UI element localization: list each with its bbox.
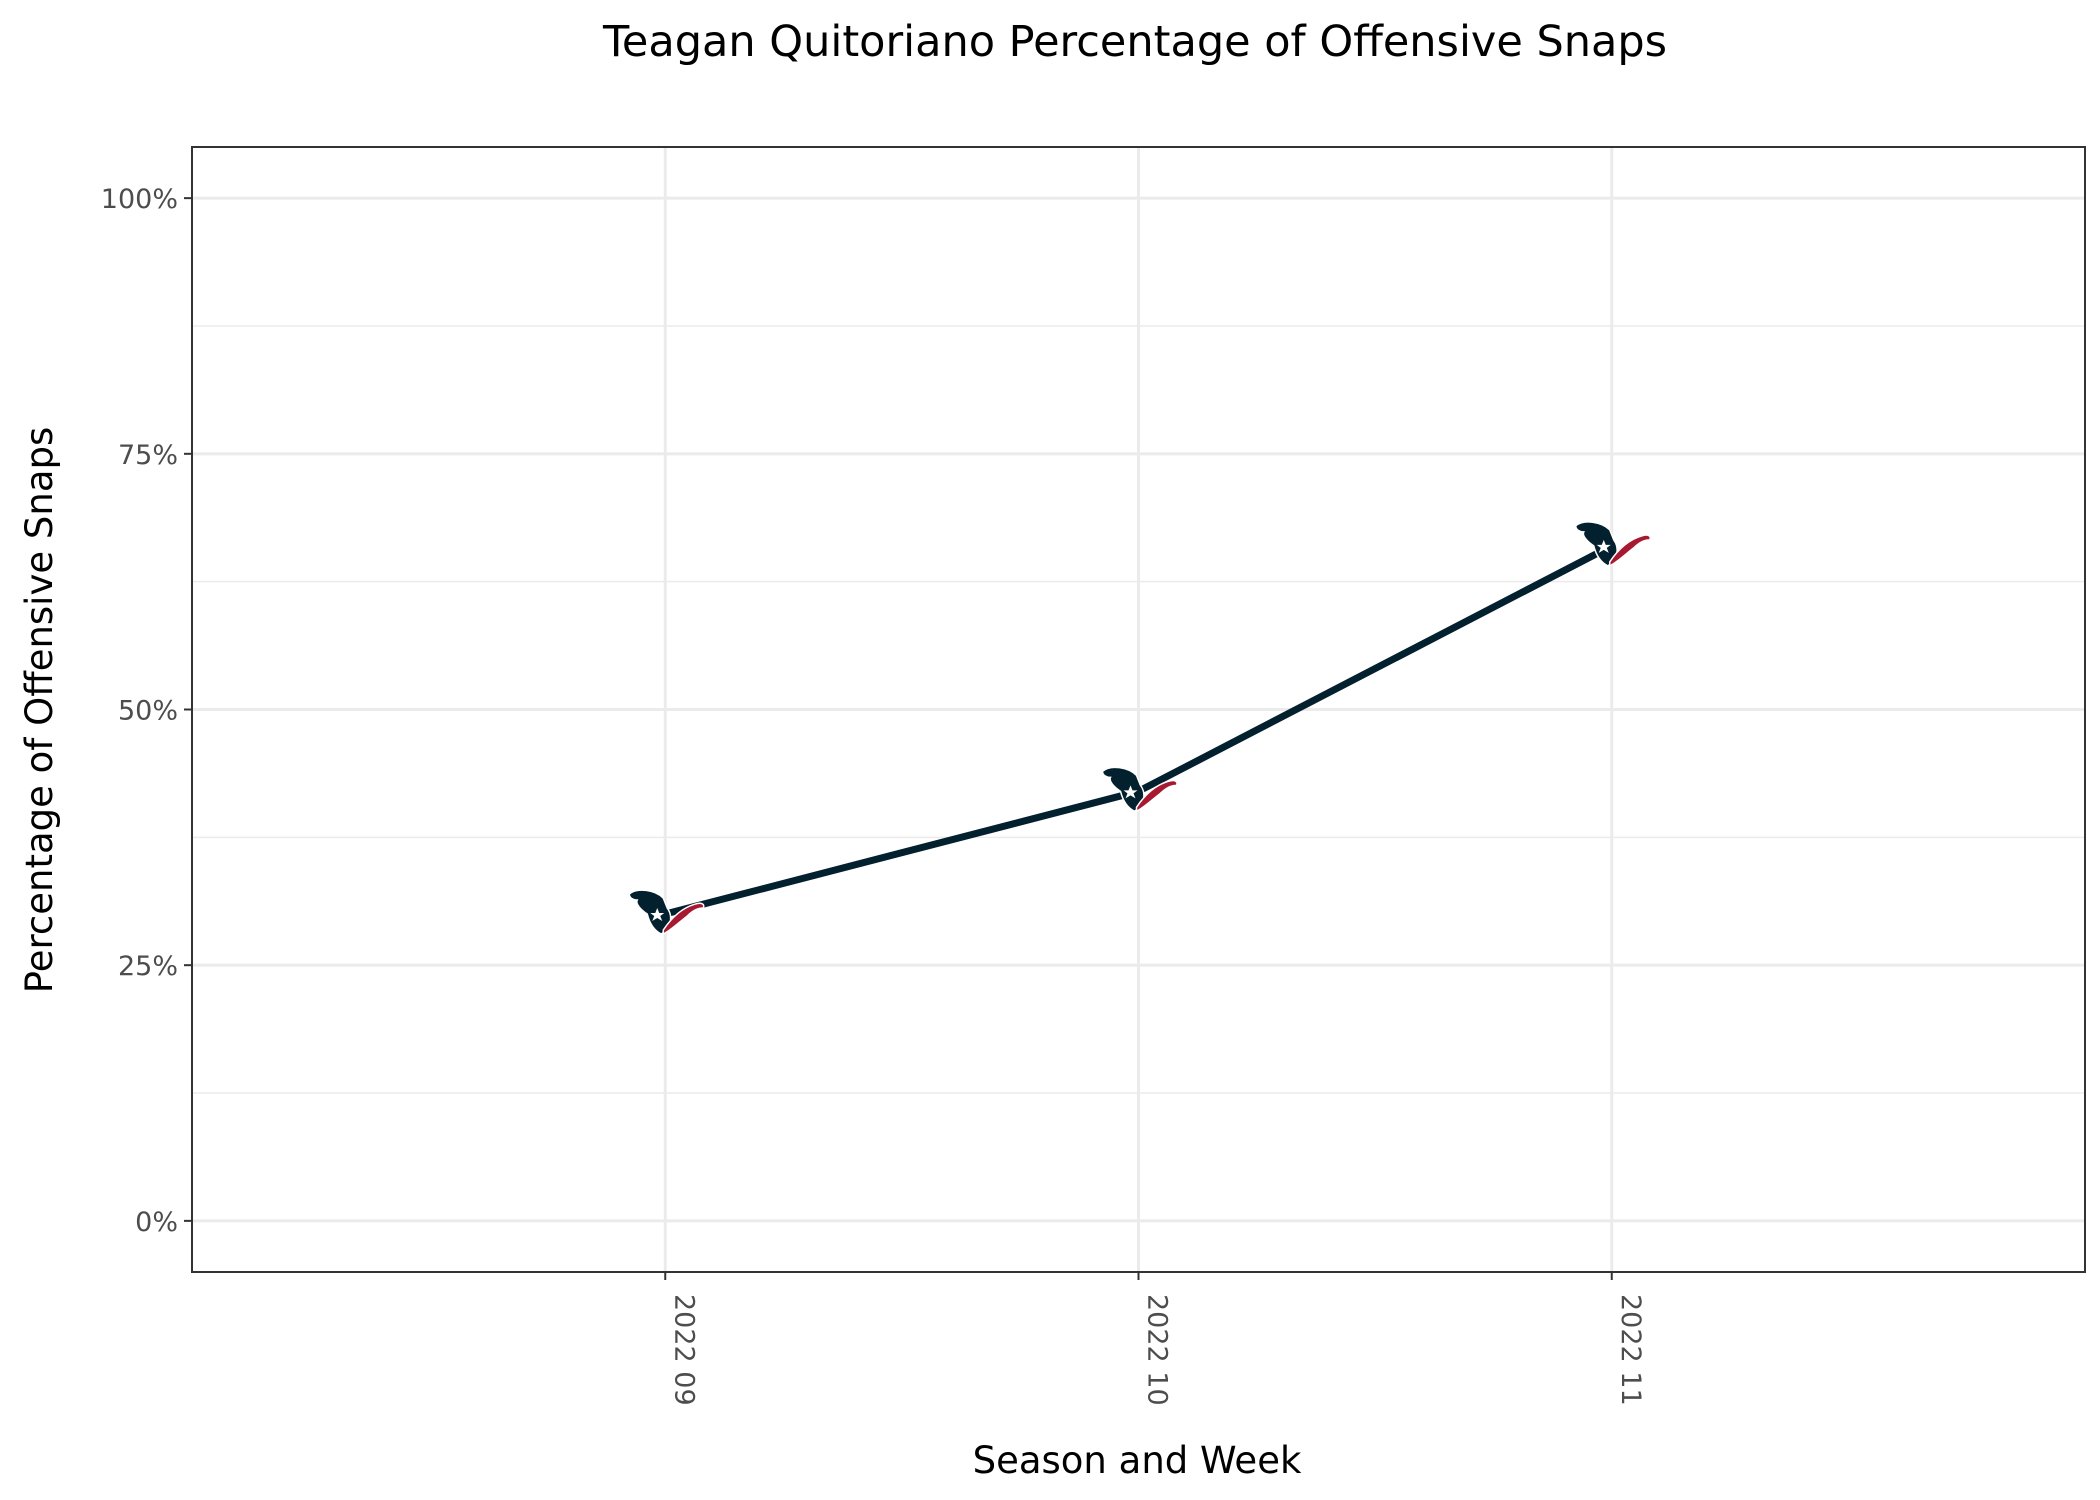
x-axis-title: Season and Week [973,1439,1302,1482]
y-tick-label: 100% [101,184,178,215]
x-axis: 2022 09 2022 10 2022 11 [664,1272,1646,1406]
houston-texans-logo-icon [1101,766,1178,813]
houston-texans-logo-icon [628,889,705,936]
x-tick-label: 2022 10 [1142,1294,1173,1406]
grid-lines [192,147,2085,1272]
y-tick-label: 75% [118,440,178,471]
y-tick-label: 50% [118,696,178,727]
x-tick-label: 2022 09 [668,1294,699,1406]
y-tick-label: 0% [135,1207,178,1238]
y-axis-title: Percentage of Offensive Snaps [18,427,61,994]
houston-texans-logo-icon [1574,521,1651,568]
x-tick-label: 2022 11 [1615,1294,1646,1406]
chart-title: Teagan Quitoriano Percentage of Offensiv… [602,17,1667,67]
series-points [628,521,1651,936]
y-tick-label: 25% [118,951,178,982]
y-axis: 0% 25% 50% 75% 100% [101,184,192,1238]
